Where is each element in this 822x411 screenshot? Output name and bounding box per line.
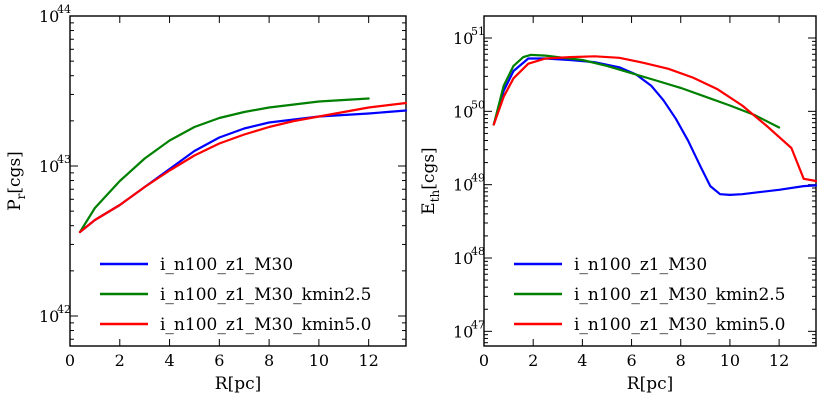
y-tick-label: 10 [453,102,473,121]
legend-label: i_n100_z1_M30_kmin2.5 [574,285,786,305]
y-tick-label: 10 [39,7,59,26]
legend-label: i_n100_z1_M30_kmin5.0 [160,315,372,335]
x-tick-label: 4 [164,351,174,370]
series-line-2 [492,53,781,129]
panel-left: 0 2 4 6 8 10 12104210431044R[pc]Pr[cgs]i_n100_… [5,3,408,394]
y-tick-exponent: 51 [471,25,485,38]
y-tick-exponent: 50 [471,98,485,111]
x-tick-label: 0 [65,351,75,370]
legend: i_n100_z1_M30 i_n100_z1_M30_kmin2.5 i_n100… [100,255,372,335]
y-tick-label: 10 [453,249,473,268]
x-tick-label: 10 [720,351,740,370]
series-line-3 [492,55,818,183]
legend-label: i_n100_z1_M30 [574,255,707,275]
x-axis-label: R[pc] [627,374,673,394]
y-tick-label: 10 [39,307,59,326]
x-tick-label: 12 [358,351,378,370]
series-line-2 [78,97,370,234]
y-axis-label: Eth[cgs] [419,147,442,214]
legend-label: i_n100_z1_M30_kmin5.0 [574,315,786,335]
series-line-3 [78,101,408,234]
x-tick-label: 2 [528,351,538,370]
series-line-1 [492,57,818,196]
x-tick-label: 6 [214,351,224,370]
y-tick-exponent: 47 [471,318,485,331]
y-tick-exponent: 42 [57,303,71,316]
y-tick-exponent: 43 [57,153,71,166]
legend: i_n100_z1_M30 i_n100_z1_M30_kmin2.5 i_n100… [514,255,786,335]
y-tick-label: 10 [39,157,59,176]
x-tick-label: 10 [309,351,329,370]
x-tick-label: 0 [479,351,489,370]
x-tick-label: 2 [115,351,125,370]
y-tick-label: 10 [453,176,473,195]
y-tick-exponent: 49 [471,172,485,185]
x-tick-label: 4 [577,351,587,370]
y-axis-label: Pr[cgs] [5,151,28,211]
y-tick-label: 10 [453,29,473,48]
y-tick-exponent: 48 [471,245,485,258]
x-tick-label: 8 [676,351,686,370]
legend-label: i_n100_z1_M30_kmin2.5 [160,285,372,305]
panel-right: 0 2 4 6 8 10 1210471048104910501051R[pc]Eth[cg… [419,15,818,394]
y-tick-label: 10 [453,322,473,341]
x-tick-label: 6 [626,351,636,370]
x-tick-label: 12 [769,351,789,370]
series-line-1 [78,109,408,234]
x-axis-label: R[pc] [215,374,261,394]
x-tick-label: 8 [264,351,274,370]
y-tick-exponent: 44 [57,3,71,16]
legend-label: i_n100_z1_M30 [160,255,293,275]
